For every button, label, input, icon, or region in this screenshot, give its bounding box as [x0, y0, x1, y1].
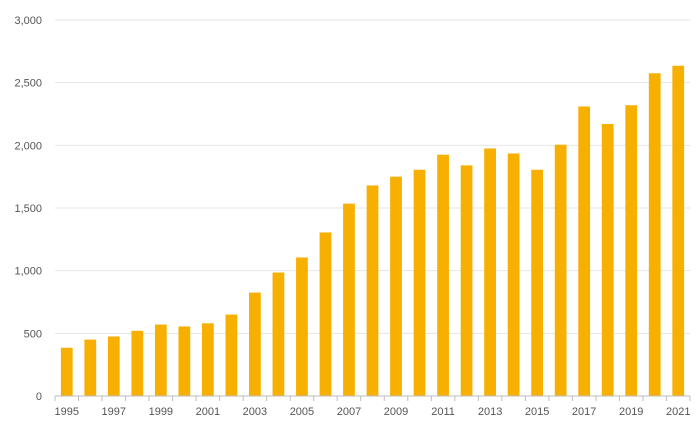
x-tick-label: 2013	[478, 406, 502, 418]
bar	[249, 292, 261, 396]
x-tick-label: 2007	[337, 406, 361, 418]
x-tick-label: 2017	[572, 406, 596, 418]
bar	[272, 272, 285, 396]
bar	[648, 73, 661, 397]
bar-series	[60, 65, 685, 397]
x-tick-label: 1999	[149, 406, 173, 418]
bar	[319, 232, 332, 396]
x-tick-label: 2009	[384, 406, 408, 418]
bar	[413, 169, 426, 396]
bar	[390, 176, 402, 396]
y-tick-label: 1,000	[14, 266, 42, 278]
x-tick-label: 1995	[55, 406, 79, 418]
x-axis-ticks: 1995 1997 1999 2001 2003 2005 2007 2009 2011 2013…	[54, 396, 691, 418]
x-tick-label: 2011	[431, 406, 455, 418]
bar	[154, 324, 167, 396]
bar	[84, 339, 97, 396]
y-tick-label: 500	[24, 328, 42, 340]
bar	[107, 336, 120, 396]
x-tick-label: 2015	[525, 406, 549, 418]
y-tick-label: 0	[36, 391, 42, 403]
x-tick-label: 2005	[290, 406, 314, 418]
bar	[625, 105, 638, 396]
x-tick-label: 2019	[619, 406, 643, 418]
x-tick-label: 2001	[196, 406, 220, 418]
y-tick-label: 2,000	[14, 140, 42, 152]
bar	[554, 144, 567, 396]
y-tick-label: 2,500	[14, 78, 42, 90]
x-tick-label: 1997	[102, 406, 126, 418]
y-tick-label: 3,000	[14, 15, 42, 27]
bar	[343, 203, 355, 396]
x-tick-label: 2003	[243, 406, 267, 418]
bar	[131, 330, 144, 396]
bar	[601, 124, 614, 396]
bar	[60, 347, 73, 396]
bar	[507, 153, 520, 396]
bar	[178, 326, 191, 396]
x-tick-label: 2021	[666, 406, 690, 418]
bar	[531, 169, 544, 396]
bar	[484, 148, 496, 396]
bar	[225, 314, 238, 396]
bar	[296, 257, 308, 396]
bar	[437, 154, 449, 396]
y-tick-label: 1,500	[14, 203, 42, 215]
y-axis-tick-labels: 0 500 1,000 1,500 2,000 2,500 3,000	[14, 15, 42, 403]
bar	[578, 106, 591, 396]
bar	[201, 323, 214, 396]
bar	[366, 185, 379, 396]
bar	[460, 165, 473, 396]
bar	[672, 65, 685, 396]
